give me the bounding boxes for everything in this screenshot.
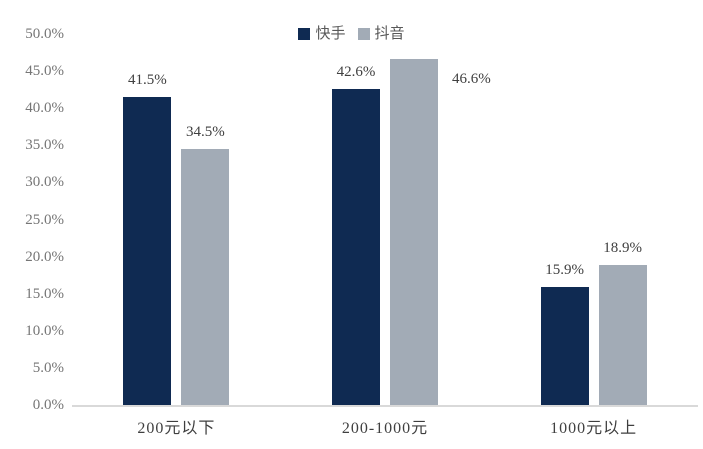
y-axis-tick-label: 20.0% (25, 248, 64, 265)
bar-group-0: 41.5% 34.5% (123, 34, 230, 405)
y-axis-tick-label: 40.0% (25, 100, 64, 117)
data-label-抖音-2: 18.9% (603, 239, 643, 256)
y-axis-tick-label: 25.0% (25, 211, 64, 228)
y-axis-tick-label: 5.0% (32, 359, 64, 376)
data-label-快手-2: 15.9% (545, 262, 585, 279)
y-axis-tick-label: 50.0% (25, 26, 64, 42)
bar-wrap: 41.5% (123, 72, 172, 405)
bar-抖音-0 (181, 149, 230, 405)
bar-抖音-1: 46.6% (390, 59, 491, 405)
data-label-抖音-1: 46.6% (452, 71, 491, 88)
bar-快手-1 (332, 88, 380, 405)
y-axis-tick-label: 15.0% (25, 285, 64, 302)
x-axis-category-label-2: 1000元以上 (550, 420, 638, 437)
y-axis-tick-label: 0.0% (32, 397, 64, 413)
bar-group-2: 15.9% 18.9% (540, 34, 647, 405)
x-axis-category-label-1: 200-1000元 (341, 420, 429, 437)
bar-wrap: 15.9% (540, 262, 589, 405)
plot-area: 41.5% 34.5% 42.6% 46.6% 15.9% 18.9% (72, 34, 698, 407)
y-axis-tick-label: 45.0% (25, 63, 64, 80)
bar-wrap: 18.9% (598, 239, 647, 405)
data-label-抖音-0: 34.5% (185, 124, 225, 141)
y-axis-tick-label: 35.0% (25, 137, 64, 154)
y-axis-tick-label: 10.0% (25, 322, 64, 339)
data-label-快手-1: 42.6% (336, 63, 376, 80)
bar-抖音-2 (598, 264, 647, 405)
bar-wrap: 34.5% (181, 124, 230, 405)
bar-快手-2 (540, 287, 589, 405)
y-axis-tick-label: 30.0% (25, 174, 64, 191)
bar-group-1: 42.6% 46.6% (332, 34, 491, 405)
bar-快手-0 (123, 97, 172, 405)
x-axis-category-label-0: 200元以下 (137, 420, 216, 437)
data-label-快手-0: 41.5% (127, 72, 167, 89)
bar-wrap: 46.6% (390, 59, 491, 405)
bar-wrap: 42.6% (332, 64, 380, 405)
